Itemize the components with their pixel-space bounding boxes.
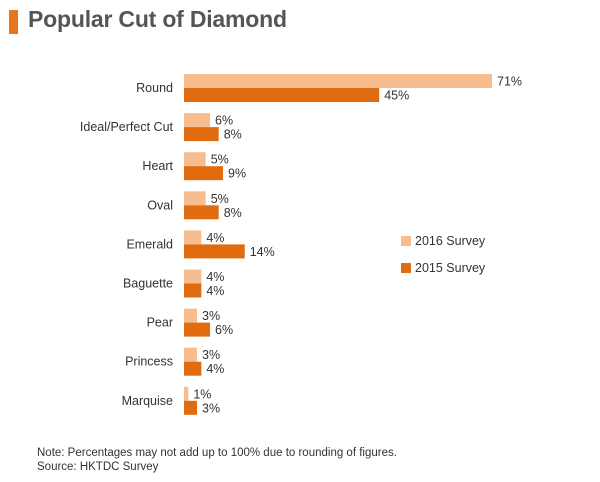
bar [184, 166, 224, 181]
bar [184, 74, 492, 88]
legend-swatch [401, 263, 411, 273]
data-label: 5% [211, 192, 229, 206]
legend-label: 2016 Survey [415, 234, 486, 248]
data-label: 6% [215, 323, 233, 337]
page-title: Popular Cut of Diamond [28, 6, 287, 32]
category-label: Ideal/Perfect Cut [80, 120, 174, 134]
title-accent-bar [9, 10, 18, 34]
bar [184, 347, 198, 362]
data-label: 14% [250, 245, 275, 259]
data-label: 1% [193, 387, 211, 401]
bar [184, 386, 189, 401]
bar [184, 322, 211, 337]
bar [184, 205, 219, 220]
data-label: 8% [224, 206, 242, 220]
category-label: Princess [125, 355, 173, 369]
legend-label: 2015 Survey [415, 261, 486, 275]
bar [184, 113, 211, 128]
data-label: 4% [206, 284, 224, 298]
data-label: 3% [202, 401, 220, 415]
footnote: Note: Percentages may not add up to 100%… [37, 447, 397, 459]
data-label: 3% [202, 309, 220, 323]
data-label: 4% [206, 362, 224, 376]
category-label: Marquise [122, 394, 173, 408]
data-label: 9% [228, 167, 246, 181]
bar [184, 127, 219, 142]
bar [184, 400, 198, 415]
data-label: 45% [384, 89, 409, 103]
data-label: 8% [224, 128, 242, 142]
source-note: Source: HKTDC Survey [37, 461, 159, 473]
category-label: Round [136, 81, 173, 95]
bar [184, 88, 380, 102]
bar [184, 244, 245, 259]
category-label: Heart [142, 159, 173, 173]
bar [184, 269, 202, 284]
category-label: Pear [147, 316, 173, 330]
legend-swatch [401, 236, 411, 246]
bar [184, 230, 202, 245]
bar [184, 152, 206, 167]
data-label: 71% [497, 75, 522, 89]
data-label: 4% [206, 231, 224, 245]
data-label: 6% [215, 114, 233, 128]
bar [184, 361, 202, 376]
bar-chart: Round 71%45%Ideal/Perfect Cut 6%8%Heart 5%9… [80, 74, 522, 415]
bar [184, 191, 206, 206]
category-label: Baguette [123, 277, 173, 291]
bar [184, 283, 202, 298]
data-label: 3% [202, 348, 220, 362]
category-label: Emerald [126, 237, 173, 251]
data-label: 4% [206, 270, 224, 284]
data-label: 5% [211, 153, 229, 167]
category-label: Oval [147, 198, 173, 212]
bar [184, 308, 198, 323]
